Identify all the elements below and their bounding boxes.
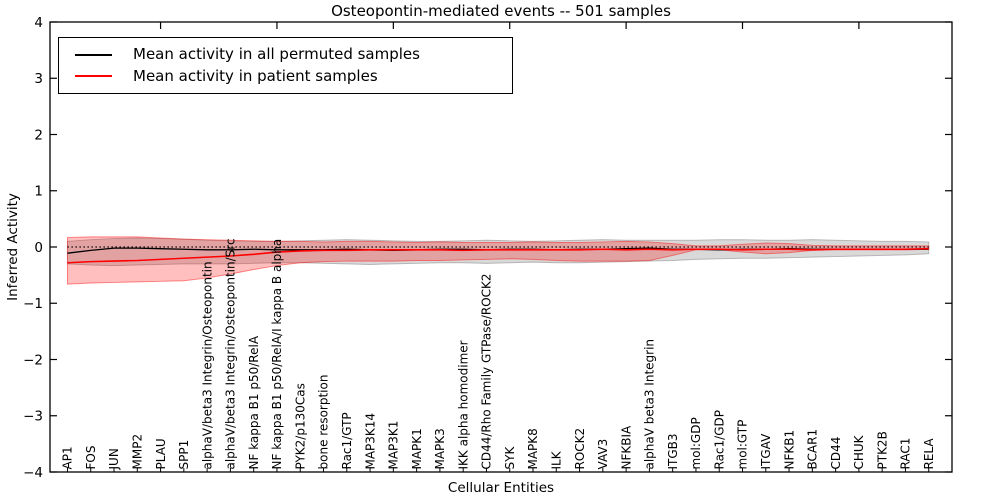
x-tick-label: NFKBIA [619, 425, 633, 470]
x-tick-label: NF kappa B1 p50/RelA/I kappa B alpha [270, 239, 284, 470]
x-tick-label: SPP1 [177, 440, 191, 470]
x-tick-label: bone resorption [317, 375, 331, 470]
x-tick-label: JUN [107, 448, 121, 470]
y-tick-label: 2 [34, 127, 43, 143]
x-tick-label: alphaV beta3 Integrin [643, 339, 657, 470]
x-tick-label: NFKB1 [782, 430, 796, 470]
x-tick-label: CD44 [829, 437, 843, 470]
x-tick-label: PLAU [154, 438, 168, 469]
x-tick-label: alphaV/beta3 Integrin/Osteopontin [200, 261, 214, 469]
x-tick-label: mol:GTP [736, 420, 750, 470]
x-tick-label: VAV3 [596, 439, 610, 470]
y-tick-label: −4 [23, 465, 43, 481]
band-permuted-range [66, 237, 930, 267]
x-tick-label: ROCK2 [573, 428, 587, 470]
y-tick-label: 3 [34, 71, 43, 87]
x-tick-label: NF kappa B1 p50/RelA [247, 335, 261, 469]
x-tick-label: PTK2B [875, 431, 889, 469]
y-tick-label: −3 [23, 409, 43, 425]
y-tick-label: −2 [23, 352, 43, 368]
x-tick-label: Rac1/GTP [340, 412, 354, 469]
x-tick-label: ITGAV [759, 433, 773, 470]
legend-line-sample-black [75, 53, 112, 56]
legend-box: Mean activity in all permuted samples Me… [58, 37, 513, 94]
legend-entry-patient: Mean activity in patient samples [75, 68, 512, 85]
x-tick-label: MAP3K14 [363, 413, 377, 470]
x-tick-label: RELA [922, 438, 936, 470]
x-tick-label: MAPK3 [433, 428, 447, 469]
x-axis-label: Cellular Entities [447, 480, 555, 496]
legend-entry-permuted: Mean activity in all permuted samples [75, 46, 512, 63]
x-tick-label: MAP3K1 [387, 421, 401, 470]
x-tick-label: alphaV/beta3 Integrin/Osteopontin/Src [224, 238, 238, 469]
y-axis-label: Inferred Activity [5, 193, 21, 301]
x-tick-label: AP1 [61, 446, 75, 469]
x-tick-label: RAC1 [899, 438, 913, 470]
x-tick-label: FOS [84, 446, 98, 470]
x-tick-label: ITGB3 [666, 433, 680, 469]
legend-line-sample-red [75, 75, 112, 78]
x-tick-label: IKK alpha homodimer [456, 340, 470, 469]
x-tick-label: PYK2/p130Cas [293, 383, 307, 469]
x-tick-label: SYK [503, 446, 517, 470]
y-tick-label: 4 [34, 15, 43, 31]
legend-label: Mean activity in all permuted samples [133, 45, 420, 64]
x-tick-label: ILK [549, 450, 563, 469]
x-tick-label: BCAR1 [806, 429, 820, 470]
x-tick-label: MMP2 [130, 434, 144, 470]
x-tick-label: CD44/Rho Family GTPase/ROCK2 [480, 273, 494, 469]
y-tick-label: 0 [34, 240, 43, 256]
x-tick-label: Rac1/GDP [712, 410, 726, 469]
y-tick-label: −1 [23, 296, 43, 312]
legend-label: Mean activity in patient samples [133, 67, 378, 86]
chart-title: Osteopontin-mediated events -- 501 sampl… [331, 2, 671, 20]
x-tick-label: CHUK [852, 434, 866, 469]
x-tick-label: MAPK1 [410, 428, 424, 469]
x-tick-label: MAPK8 [526, 428, 540, 469]
x-tick-label: mol:GDP [689, 417, 703, 469]
line-patient-mean [67, 247, 929, 264]
y-tick-label: 1 [34, 184, 43, 200]
